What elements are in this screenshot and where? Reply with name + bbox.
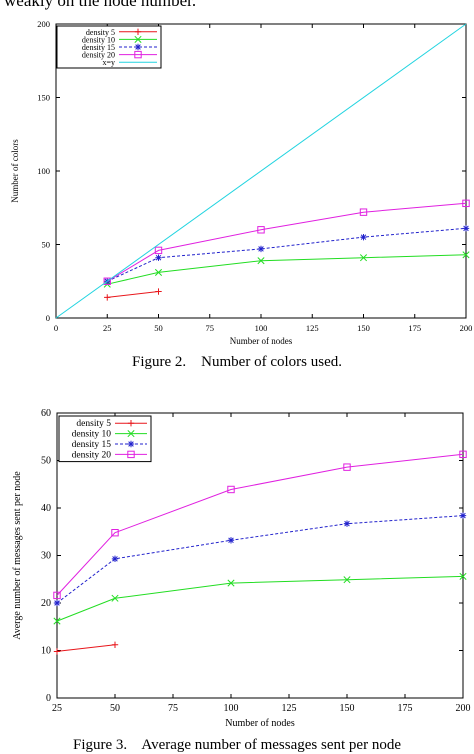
- data-point: [360, 233, 367, 241]
- data-point: [111, 594, 119, 602]
- data-point: [111, 641, 119, 648]
- x-tick-label: 175: [398, 703, 413, 714]
- series-line-density-15: [107, 227, 467, 282]
- x-tick-label: 75: [168, 703, 178, 714]
- data-point: [459, 512, 467, 519]
- y-tick-label: 0: [46, 313, 50, 323]
- x-tick-label: 150: [340, 703, 355, 714]
- data-point: [53, 648, 61, 655]
- data-point: [103, 277, 111, 285]
- messages-chart: 25 50 75 100 125 150 175 200 0 10 20 30 40 50 60 Number…: [12, 408, 471, 729]
- series-line-x-y: [55, 23, 467, 319]
- legend-marker: [134, 50, 142, 59]
- y-tick-label: 0: [46, 693, 51, 704]
- x-tick-label: 75: [206, 323, 215, 333]
- data-point: [459, 572, 467, 580]
- data-point: [462, 199, 470, 208]
- x-tick-label: 125: [282, 703, 297, 714]
- data-point: [155, 288, 162, 295]
- y-tick-label: 40: [41, 503, 51, 514]
- data-point: [359, 254, 368, 262]
- data-point: [53, 617, 61, 625]
- legend-label: density 15: [72, 440, 112, 450]
- y-tick-label: 150: [37, 93, 50, 103]
- data-point: [53, 599, 61, 607]
- legend-label: x=y: [102, 58, 115, 67]
- x-axis-label: Number of nodes: [230, 336, 293, 344]
- x-axis-label: Number of nodes: [225, 718, 295, 729]
- data-point: [53, 591, 61, 600]
- data-point: [111, 529, 119, 537]
- legend-label: density 5: [86, 28, 115, 37]
- x-tick-label: 125: [306, 323, 319, 333]
- legend-label: density 15: [82, 43, 115, 52]
- x-tick-label: 25: [52, 703, 62, 714]
- x-tick-label: 50: [154, 323, 163, 333]
- data-point: [111, 555, 119, 563]
- legend-marker: [127, 450, 135, 459]
- data-point: [257, 257, 265, 265]
- figure-2-caption: Figure 2. Number of colors used.: [132, 354, 342, 370]
- legend-label: density 5: [76, 419, 111, 429]
- series-line-density-5: [56, 644, 116, 652]
- legend-label: density 10: [72, 430, 112, 440]
- data-point: [227, 537, 235, 544]
- data-point: [343, 463, 351, 471]
- data-point: [227, 579, 235, 587]
- legend-label: density 10: [82, 35, 115, 44]
- data-point: [343, 576, 351, 584]
- series-line-density-10: [56, 575, 464, 622]
- colors-chart: 0 25 50 75 100 125 150 175 200 0 50 100 150 200 Number…: [10, 19, 473, 344]
- legend-marker: [134, 35, 142, 43]
- y-tick-label: 200: [37, 19, 50, 29]
- data-point: [104, 294, 111, 301]
- x-tick-label: 0: [54, 323, 58, 333]
- series-line-density-5: [107, 291, 159, 298]
- y-tick-label: 50: [41, 456, 51, 467]
- x-tick-label: 150: [357, 323, 370, 333]
- series-line-density-20: [56, 453, 464, 596]
- data-point: [257, 226, 265, 234]
- y-tick-label: 20: [41, 598, 51, 609]
- legend-marker: [127, 440, 135, 448]
- y-tick-label: 100: [37, 166, 50, 176]
- legend-label: density 20: [82, 51, 115, 60]
- legend-marker: [127, 430, 135, 438]
- legend-box: [56, 25, 162, 69]
- x-tick-label: 200: [460, 323, 473, 333]
- data-point: [257, 245, 265, 253]
- x-tick-label: 100: [255, 323, 268, 333]
- x-tick-label: 25: [103, 323, 112, 333]
- y-tick-label: 50: [42, 240, 51, 250]
- legend-marker: [127, 420, 135, 427]
- data-point: [459, 450, 467, 459]
- legend-marker: [134, 28, 142, 35]
- y-axis-label: Number of colors: [10, 139, 20, 203]
- y-tick-label: 60: [41, 408, 51, 419]
- data-point: [154, 246, 163, 255]
- data-point: [155, 254, 162, 261]
- legend-marker: [134, 43, 142, 51]
- x-tick-label: 200: [456, 703, 471, 714]
- page-top-text: weakly on the node number.: [4, 0, 197, 10]
- y-axis-label: Averge number of messages sent per node: [12, 471, 23, 640]
- data-point: [462, 251, 470, 259]
- y-tick-label: 30: [41, 551, 51, 562]
- data-point: [359, 208, 368, 216]
- data-point: [154, 268, 163, 276]
- data-point: [227, 485, 235, 494]
- series-line-density-20: [107, 202, 467, 282]
- figure-3-caption: Figure 3. Average number of messages sen…: [73, 737, 401, 753]
- x-tick-label: 50: [110, 703, 120, 714]
- data-point: [343, 520, 351, 527]
- legend-label: density 20: [72, 450, 112, 460]
- x-tick-label: 175: [408, 323, 421, 333]
- x-tick-label: 100: [224, 703, 239, 714]
- data-point: [462, 225, 470, 232]
- y-tick-label: 10: [41, 646, 51, 657]
